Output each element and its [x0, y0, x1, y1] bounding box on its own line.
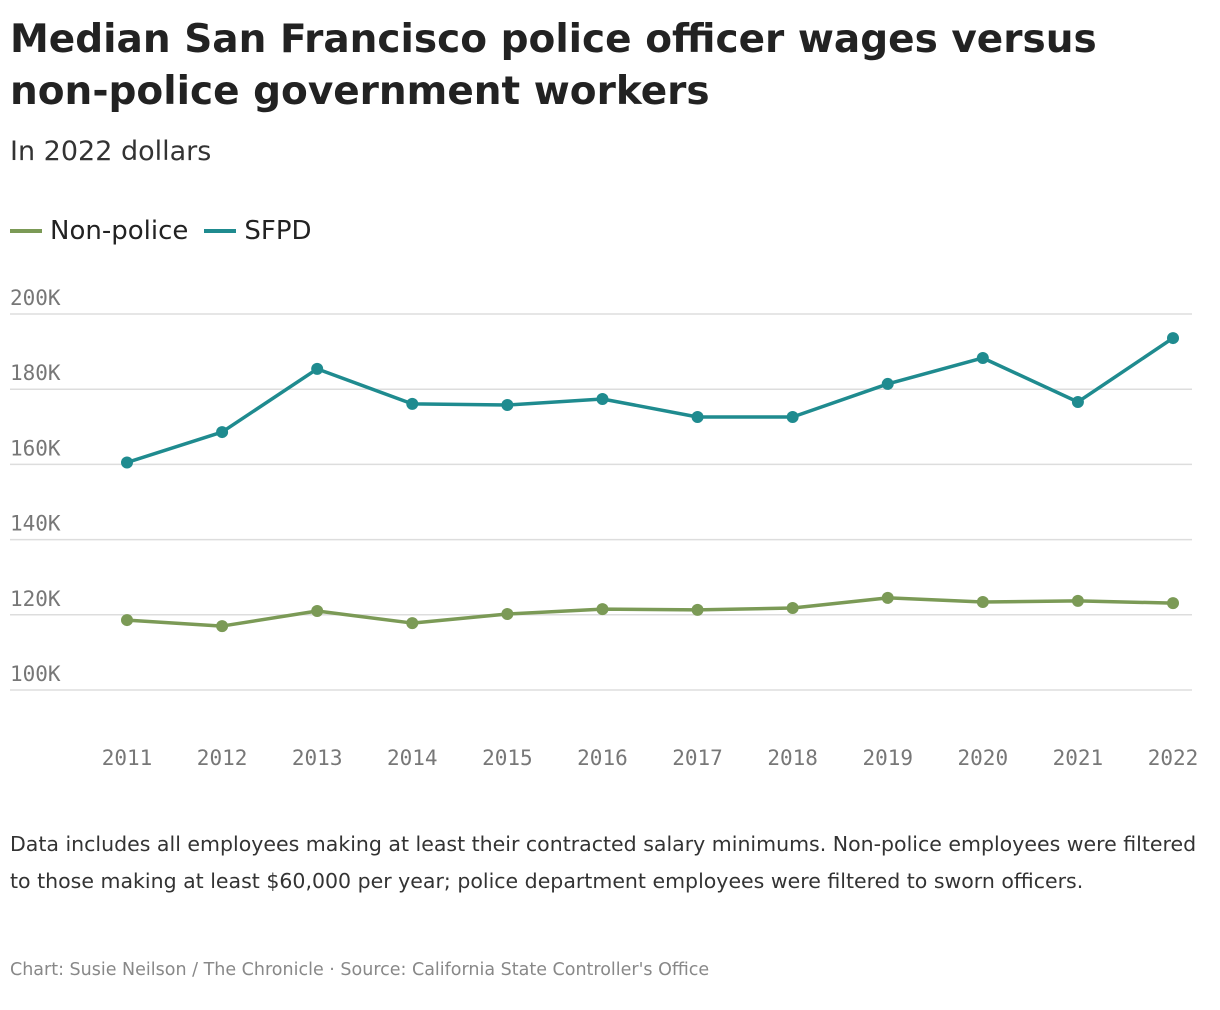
x-tick-label: 2012: [197, 746, 248, 770]
point: [216, 426, 229, 439]
point: [311, 605, 324, 618]
legend-label: Non-police: [50, 216, 189, 246]
series-line: [126, 596, 1174, 628]
point: [311, 362, 324, 375]
x-tick-label: 2020: [958, 746, 1009, 770]
point: [786, 411, 799, 424]
x-tick-label: 2013: [292, 746, 343, 770]
point: [501, 398, 514, 411]
point: [691, 411, 704, 424]
x-tick-label: 2011: [102, 746, 153, 770]
legend-label: SFPD: [244, 216, 312, 246]
credit: Chart: Susie Neilson / The Chronicle · S…: [10, 960, 710, 980]
x-tick-label: 2021: [1053, 746, 1104, 770]
chart-subtitle: In 2022 dollars: [10, 136, 212, 167]
y-tick-label: 140K: [10, 512, 61, 536]
point: [1071, 594, 1084, 607]
legend-swatch: [204, 229, 237, 233]
point: [1167, 332, 1179, 345]
point: [406, 397, 419, 410]
series-line: [126, 336, 1174, 465]
point: [786, 602, 799, 615]
point: [976, 351, 989, 364]
point: [881, 591, 894, 604]
point: [406, 617, 419, 630]
point: [121, 614, 133, 627]
y-tick-label: 100K: [10, 662, 61, 686]
point: [881, 377, 894, 390]
note: Data includes all employees making at le…: [10, 832, 1197, 893]
point: [121, 456, 133, 469]
point: [1071, 395, 1084, 408]
point: [1167, 597, 1179, 610]
legend-item: Non-police: [10, 216, 188, 246]
y-tick-label: 200K: [10, 286, 61, 310]
point: [501, 608, 514, 621]
x-tick-label: 2018: [767, 746, 818, 770]
x-tick-label: 2022: [1148, 746, 1199, 770]
legend: Non-police SFPD: [10, 216, 312, 246]
x-tick-label: 2014: [387, 746, 438, 770]
y-tick-label: 120K: [10, 587, 61, 611]
chart-title: Median San Francisco police officer wage…: [10, 17, 1097, 114]
y-tick-label: 180K: [10, 361, 61, 385]
x-tick-label: 2019: [862, 746, 913, 770]
x-tick-label: 2017: [672, 746, 723, 770]
point: [216, 620, 229, 633]
legend-swatch: [10, 229, 42, 233]
point: [596, 392, 609, 405]
point: [691, 603, 704, 616]
point: [596, 603, 609, 616]
chart: 100K 120K 140K 160K 180K 200K 2011 2012 2013 2014…: [10, 286, 1199, 770]
point: [976, 596, 989, 609]
y-tick-label: 160K: [10, 436, 61, 460]
x-tick-label: 2015: [482, 746, 533, 770]
x-tick-label: 2016: [577, 746, 628, 770]
legend-item: SFPD: [204, 216, 312, 246]
